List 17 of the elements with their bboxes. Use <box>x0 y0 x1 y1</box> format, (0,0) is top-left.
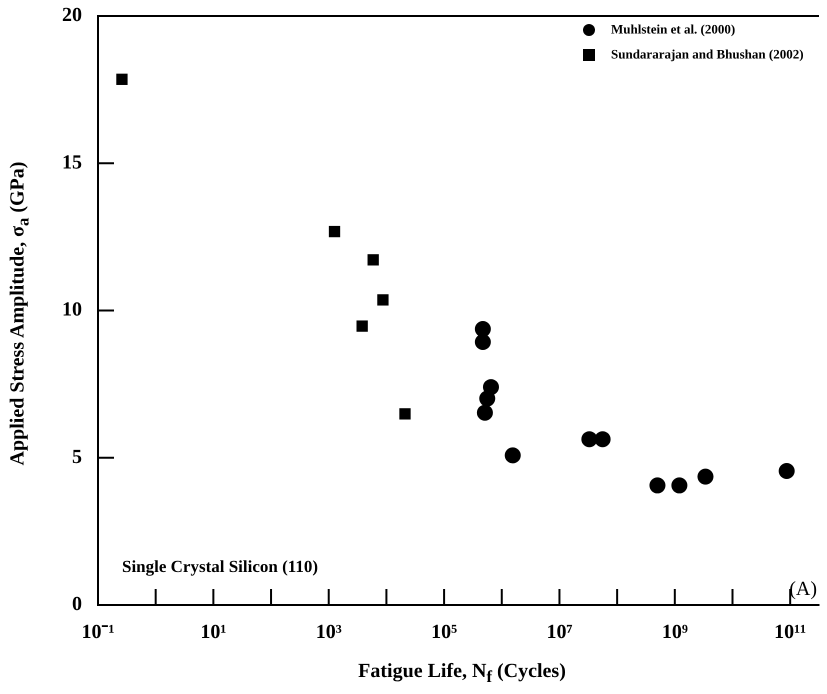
x-axis-title: Fatigue Life, N$_{f}$ (Cycles) <box>357 660 567 687</box>
x-tick-label: 10³ <box>316 621 342 644</box>
x-tick-label: 10⁹ <box>662 621 688 644</box>
x-tick-label: 10⁻¹ <box>82 621 114 644</box>
legend-label: Muhlstein et al. (2000) <box>611 21 736 36</box>
annotation: Single Crystal Silicon (110) <box>122 557 318 576</box>
y-tick-label: 0 <box>72 593 82 616</box>
y-tick-label: 15 <box>62 151 82 174</box>
y-tick-label: 5 <box>72 446 82 468</box>
x-tick-label: 10⁷ <box>546 621 572 644</box>
annotation: (A) <box>789 578 817 600</box>
x-tick-label: 10⁵ <box>431 621 458 644</box>
x-tick-label: 10¹¹ <box>774 621 806 644</box>
legend-label: Sundararajan and Bhushan (2002) <box>611 46 804 62</box>
y-tick-label: 20 <box>62 4 82 26</box>
x-tick-label: 10¹ <box>200 621 226 644</box>
y-tick-label: 10 <box>62 298 82 321</box>
